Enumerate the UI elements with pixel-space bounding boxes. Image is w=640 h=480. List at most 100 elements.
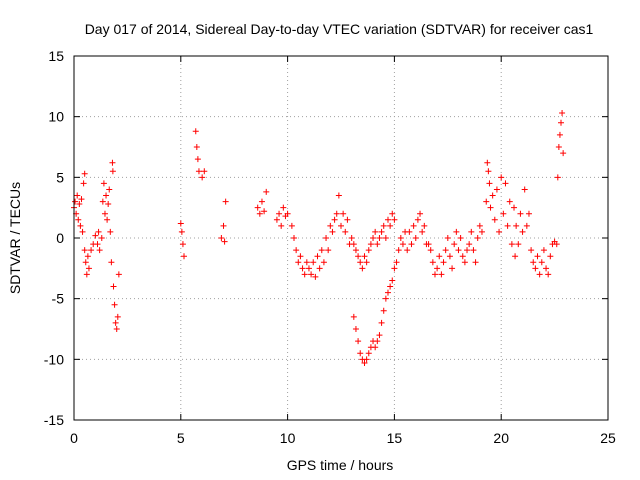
data-point xyxy=(88,247,95,254)
data-point xyxy=(75,216,82,223)
data-point xyxy=(276,210,283,217)
y-axis-label: SDTVAR / TECUs xyxy=(7,182,23,294)
data-point xyxy=(291,235,298,241)
data-point xyxy=(421,222,428,229)
data-point xyxy=(305,265,312,272)
data-point xyxy=(376,235,383,241)
data-point xyxy=(474,235,481,241)
data-point xyxy=(506,198,513,205)
data-point xyxy=(466,241,473,248)
data-point xyxy=(410,222,417,229)
data-point xyxy=(113,326,120,332)
data-point xyxy=(429,259,436,266)
data-point xyxy=(329,228,336,235)
data-point xyxy=(92,232,99,239)
data-point xyxy=(553,241,560,248)
data-point xyxy=(303,259,310,266)
data-point xyxy=(101,210,108,217)
data-point xyxy=(222,198,229,205)
data-point xyxy=(534,253,541,260)
data-point xyxy=(558,119,565,126)
data-point xyxy=(519,228,526,235)
data-point xyxy=(393,259,400,266)
data-point xyxy=(391,216,398,223)
data-point xyxy=(350,241,357,248)
data-point xyxy=(348,235,355,241)
data-point xyxy=(512,253,519,260)
data-point xyxy=(378,228,385,235)
data-point xyxy=(103,192,110,199)
y-axis: -15 -10 -5 0 5 10 15 xyxy=(44,48,608,428)
data-point xyxy=(502,180,509,187)
data-point xyxy=(361,253,368,260)
data-point xyxy=(491,216,498,223)
data-point xyxy=(464,247,471,254)
data-point xyxy=(560,150,567,157)
grid xyxy=(74,56,608,420)
data-point xyxy=(363,356,370,363)
data-point xyxy=(457,235,464,241)
data-point xyxy=(83,271,90,278)
data-point xyxy=(391,265,398,272)
data-point xyxy=(508,241,515,248)
data-point xyxy=(498,174,505,181)
data-point xyxy=(380,222,387,229)
data-point xyxy=(485,168,492,175)
data-point xyxy=(528,247,535,254)
y-tick-label: -5 xyxy=(52,291,65,307)
data-point xyxy=(106,186,113,193)
data-point xyxy=(293,247,300,254)
data-point xyxy=(74,192,81,199)
data-point xyxy=(384,216,391,223)
data-point xyxy=(417,210,424,217)
data-point xyxy=(384,289,391,296)
data-point xyxy=(489,192,496,199)
data-point xyxy=(372,228,379,235)
data-point xyxy=(78,196,85,203)
chart-title: Day 017 of 2014, Sidereal Day-to-day VTE… xyxy=(85,21,594,37)
data-points xyxy=(71,110,567,366)
data-point xyxy=(194,156,201,163)
data-point xyxy=(201,168,208,175)
data-point xyxy=(378,319,385,326)
data-point xyxy=(459,253,466,260)
data-point xyxy=(395,247,402,254)
data-point xyxy=(370,235,377,241)
data-point xyxy=(273,216,280,223)
data-point xyxy=(442,247,449,254)
data-point xyxy=(523,222,530,229)
data-point xyxy=(333,210,340,217)
x-tick-label: 15 xyxy=(387,430,403,446)
data-point xyxy=(380,307,387,314)
data-point xyxy=(261,208,268,215)
data-point xyxy=(408,241,415,248)
data-point xyxy=(263,188,270,195)
data-point xyxy=(419,228,426,235)
data-point xyxy=(399,241,406,248)
data-point xyxy=(314,253,321,260)
data-point xyxy=(389,210,396,217)
data-point xyxy=(108,259,115,266)
data-point xyxy=(397,235,404,241)
data-point xyxy=(367,241,374,248)
data-point xyxy=(387,222,394,229)
data-point xyxy=(357,350,364,357)
data-point xyxy=(453,228,460,235)
data-point xyxy=(350,313,357,320)
data-point xyxy=(504,222,511,229)
data-point xyxy=(556,131,563,138)
data-point xyxy=(355,253,362,260)
data-point xyxy=(254,204,261,211)
data-point xyxy=(72,198,79,205)
data-point xyxy=(412,235,419,241)
data-point xyxy=(455,247,462,254)
data-point xyxy=(110,283,117,290)
data-point xyxy=(109,159,116,166)
data-point xyxy=(476,222,483,229)
data-point xyxy=(98,235,105,241)
data-point xyxy=(478,228,485,235)
data-point xyxy=(192,128,199,135)
data-point xyxy=(81,170,88,177)
data-point xyxy=(84,253,91,260)
data-point xyxy=(434,265,441,272)
